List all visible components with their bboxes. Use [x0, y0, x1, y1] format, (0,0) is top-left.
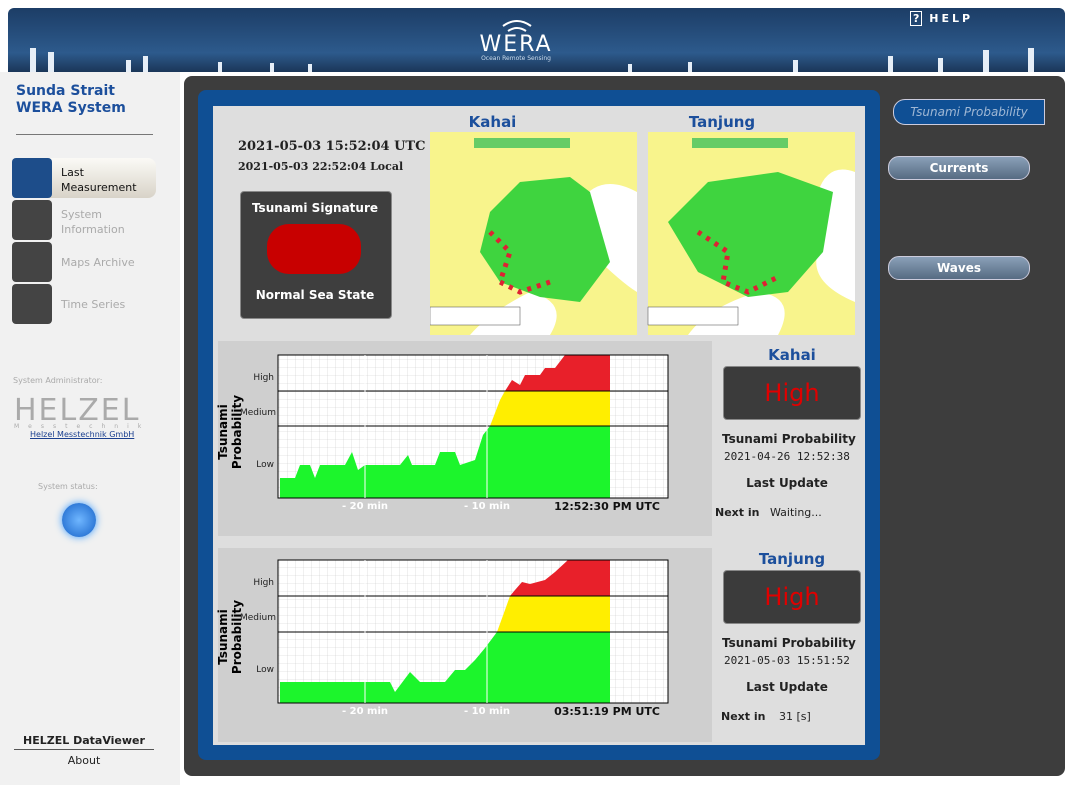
x-tick-label: - 20 min — [342, 501, 388, 512]
about-link[interactable]: About — [67, 754, 101, 767]
y-tick-label: High — [253, 373, 274, 383]
decor — [688, 62, 692, 72]
decor — [474, 138, 570, 148]
x-tick-label: - 10 min — [464, 706, 510, 717]
status-label: System status: — [38, 482, 98, 491]
decor — [480, 177, 610, 302]
decor — [143, 56, 148, 72]
nav-item[interactable]: Time Series — [12, 284, 156, 324]
map-kahai — [430, 132, 637, 335]
decor — [270, 63, 274, 72]
signature-light — [267, 224, 361, 274]
y-axis-label: Tsunami Probability — [216, 394, 244, 470]
prob-label: Tsunami Probability — [722, 432, 856, 446]
decor: ? — [910, 11, 923, 26]
decor — [308, 64, 312, 72]
nav-item[interactable]: Last Measurement — [12, 158, 156, 198]
x-tick-label: - 20 min — [342, 706, 388, 717]
station-name: Tanjung — [758, 550, 826, 568]
y-tick-label: Low — [256, 665, 274, 675]
decor — [668, 172, 833, 297]
site-title-2: WERA System — [16, 100, 126, 116]
local-time: 2021-05-03 22:52:04 Local — [238, 160, 404, 173]
maps — [430, 132, 855, 335]
decor — [692, 138, 788, 148]
decor — [12, 242, 52, 282]
next-label: Next in — [715, 506, 760, 519]
decor — [12, 284, 52, 324]
logo-sub: Ocean Remote Sensing — [481, 55, 551, 62]
decor — [126, 60, 131, 72]
decor — [983, 50, 989, 72]
decor — [647, 306, 739, 326]
decor — [30, 48, 36, 72]
y-axis-label: Tsunami Probability — [216, 599, 244, 675]
decor — [938, 58, 943, 72]
decor — [793, 60, 798, 72]
admin-label: System Administrator: — [13, 376, 103, 385]
map-title: Kahai — [468, 113, 517, 131]
signature-title: Tsunami Signature — [251, 201, 379, 215]
map-title: Tanjung — [688, 113, 756, 131]
logo: WERA — [479, 32, 553, 57]
y-tick-label: Medium — [240, 408, 276, 418]
utc-time: 2021-05-03 15:52:04 UTC — [238, 139, 426, 154]
prob-label: Tsunami Probability — [722, 636, 856, 650]
station-name: Kahai — [768, 346, 816, 364]
nav-label: Maps Archive — [61, 256, 135, 269]
decor — [1028, 48, 1034, 72]
next-value: Waiting... — [770, 506, 822, 519]
footer-title: HELZEL DataViewer — [14, 734, 154, 750]
timestamp: 2021-05-03 15:51:52 — [724, 654, 850, 667]
y-tick-label: High — [253, 578, 274, 588]
timestamp: 2021-04-26 12:52:38 — [724, 450, 850, 463]
help-text: HELP — [929, 12, 974, 25]
decor — [888, 56, 893, 72]
decor — [12, 158, 52, 198]
site-title-1: Sunda Strait — [16, 83, 115, 99]
update-label: Last Update — [746, 680, 828, 694]
help-link[interactable]: ? HELP — [910, 11, 974, 26]
nav-label: System Information — [61, 208, 125, 236]
nav-label: Time Series — [61, 298, 126, 311]
decor — [30, 48, 1034, 72]
nav-item[interactable]: Maps Archive — [12, 242, 156, 282]
update-label: Last Update — [746, 476, 828, 490]
station-status: High — [723, 366, 861, 420]
tab[interactable]: Waves — [888, 256, 1030, 280]
decor — [502, 20, 532, 32]
x-tick-label: - 10 min — [464, 501, 510, 512]
next-value: 31 [s] — [779, 710, 811, 723]
station-status: High — [723, 570, 861, 624]
company-sub: Messtechnik — [14, 423, 151, 430]
decor — [628, 64, 632, 72]
chart-time: 03:51:19 PM UTC — [554, 705, 660, 718]
tab[interactable]: Tsunami Probability — [893, 99, 1045, 125]
next-label: Next in — [721, 710, 766, 723]
decor — [218, 62, 222, 72]
header-decor — [30, 20, 1034, 72]
chart-time: 12:52:30 PM UTC — [554, 500, 660, 513]
decor — [488, 230, 551, 295]
tab[interactable]: Currents — [888, 156, 1030, 180]
decor — [430, 306, 521, 326]
decor — [48, 52, 54, 72]
nav-item[interactable]: System Information — [12, 200, 156, 240]
y-tick-label: Medium — [240, 613, 276, 623]
y-tick-label: Low — [256, 460, 274, 470]
status-indicator — [62, 503, 96, 537]
divider — [16, 134, 153, 135]
site-title: Sunda Strait WERA System — [16, 83, 126, 117]
signature-state: Normal Sea State — [255, 288, 375, 302]
nav-label: Last Measurement — [61, 166, 137, 194]
company-logo: HELZEL — [14, 393, 141, 428]
company-link[interactable]: Helzel Messtechnik GmbH — [30, 430, 135, 439]
map-tanjung — [647, 132, 855, 335]
decor — [12, 200, 52, 240]
